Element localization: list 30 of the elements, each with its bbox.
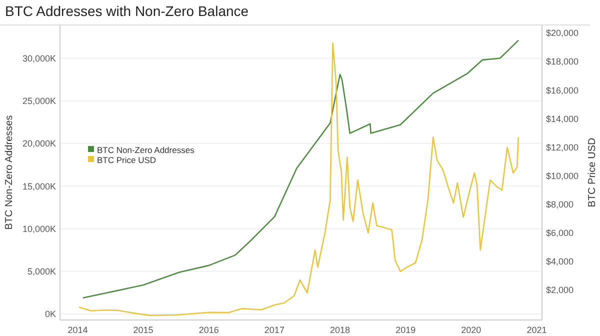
x-tick-label: 2019 (396, 325, 416, 335)
y2-tick-label: $10,000 (546, 170, 579, 181)
y2-tick-label: $12,000 (546, 142, 579, 152)
x-tick-label: 2018 (330, 325, 350, 335)
y2-tick-label: $14,000 (546, 114, 579, 124)
y2-tick-label: $2,000 (546, 285, 574, 296)
y-tick-label: 0K (44, 309, 56, 320)
legend-label: BTC Price USD (97, 154, 156, 165)
y2-tick-label: $4,000 (546, 256, 574, 267)
x-tick-label: 2017 (264, 325, 284, 335)
y2-axis-title: BTC Price USD (587, 138, 598, 208)
y2-tick-label: $6,000 (546, 228, 574, 238)
y2-tick-label: $18,000 (546, 56, 579, 67)
legend-label: BTC Non-Zero Addresses (97, 144, 194, 155)
chart-title: BTC Addresses with Non-Zero Balance (5, 3, 249, 19)
y-tick-label: 10,000K (22, 224, 56, 234)
y2-tick-label: $8,000 (546, 199, 574, 210)
x-tick-label: 2016 (198, 325, 219, 335)
x-tick-label: 2015 (133, 325, 154, 335)
y-tick-label: 20,000K (22, 138, 56, 149)
y-axis-title: BTC Non-Zero Addresses (4, 115, 15, 230)
x-tick-label: 2014 (68, 325, 88, 335)
y-tick-label: 15,000K (22, 181, 56, 192)
x-tick-label: 2020 (461, 325, 482, 335)
y2-tick-label: $20,000 (546, 28, 579, 38)
y2-tick-label: $16,000 (546, 85, 579, 96)
y-tick-label: 30,000K (22, 53, 56, 64)
y-tick-label: 5,000K (27, 266, 56, 277)
x-tick-label: 2021 (526, 325, 547, 335)
y-tick-label: 25,000K (22, 96, 56, 106)
